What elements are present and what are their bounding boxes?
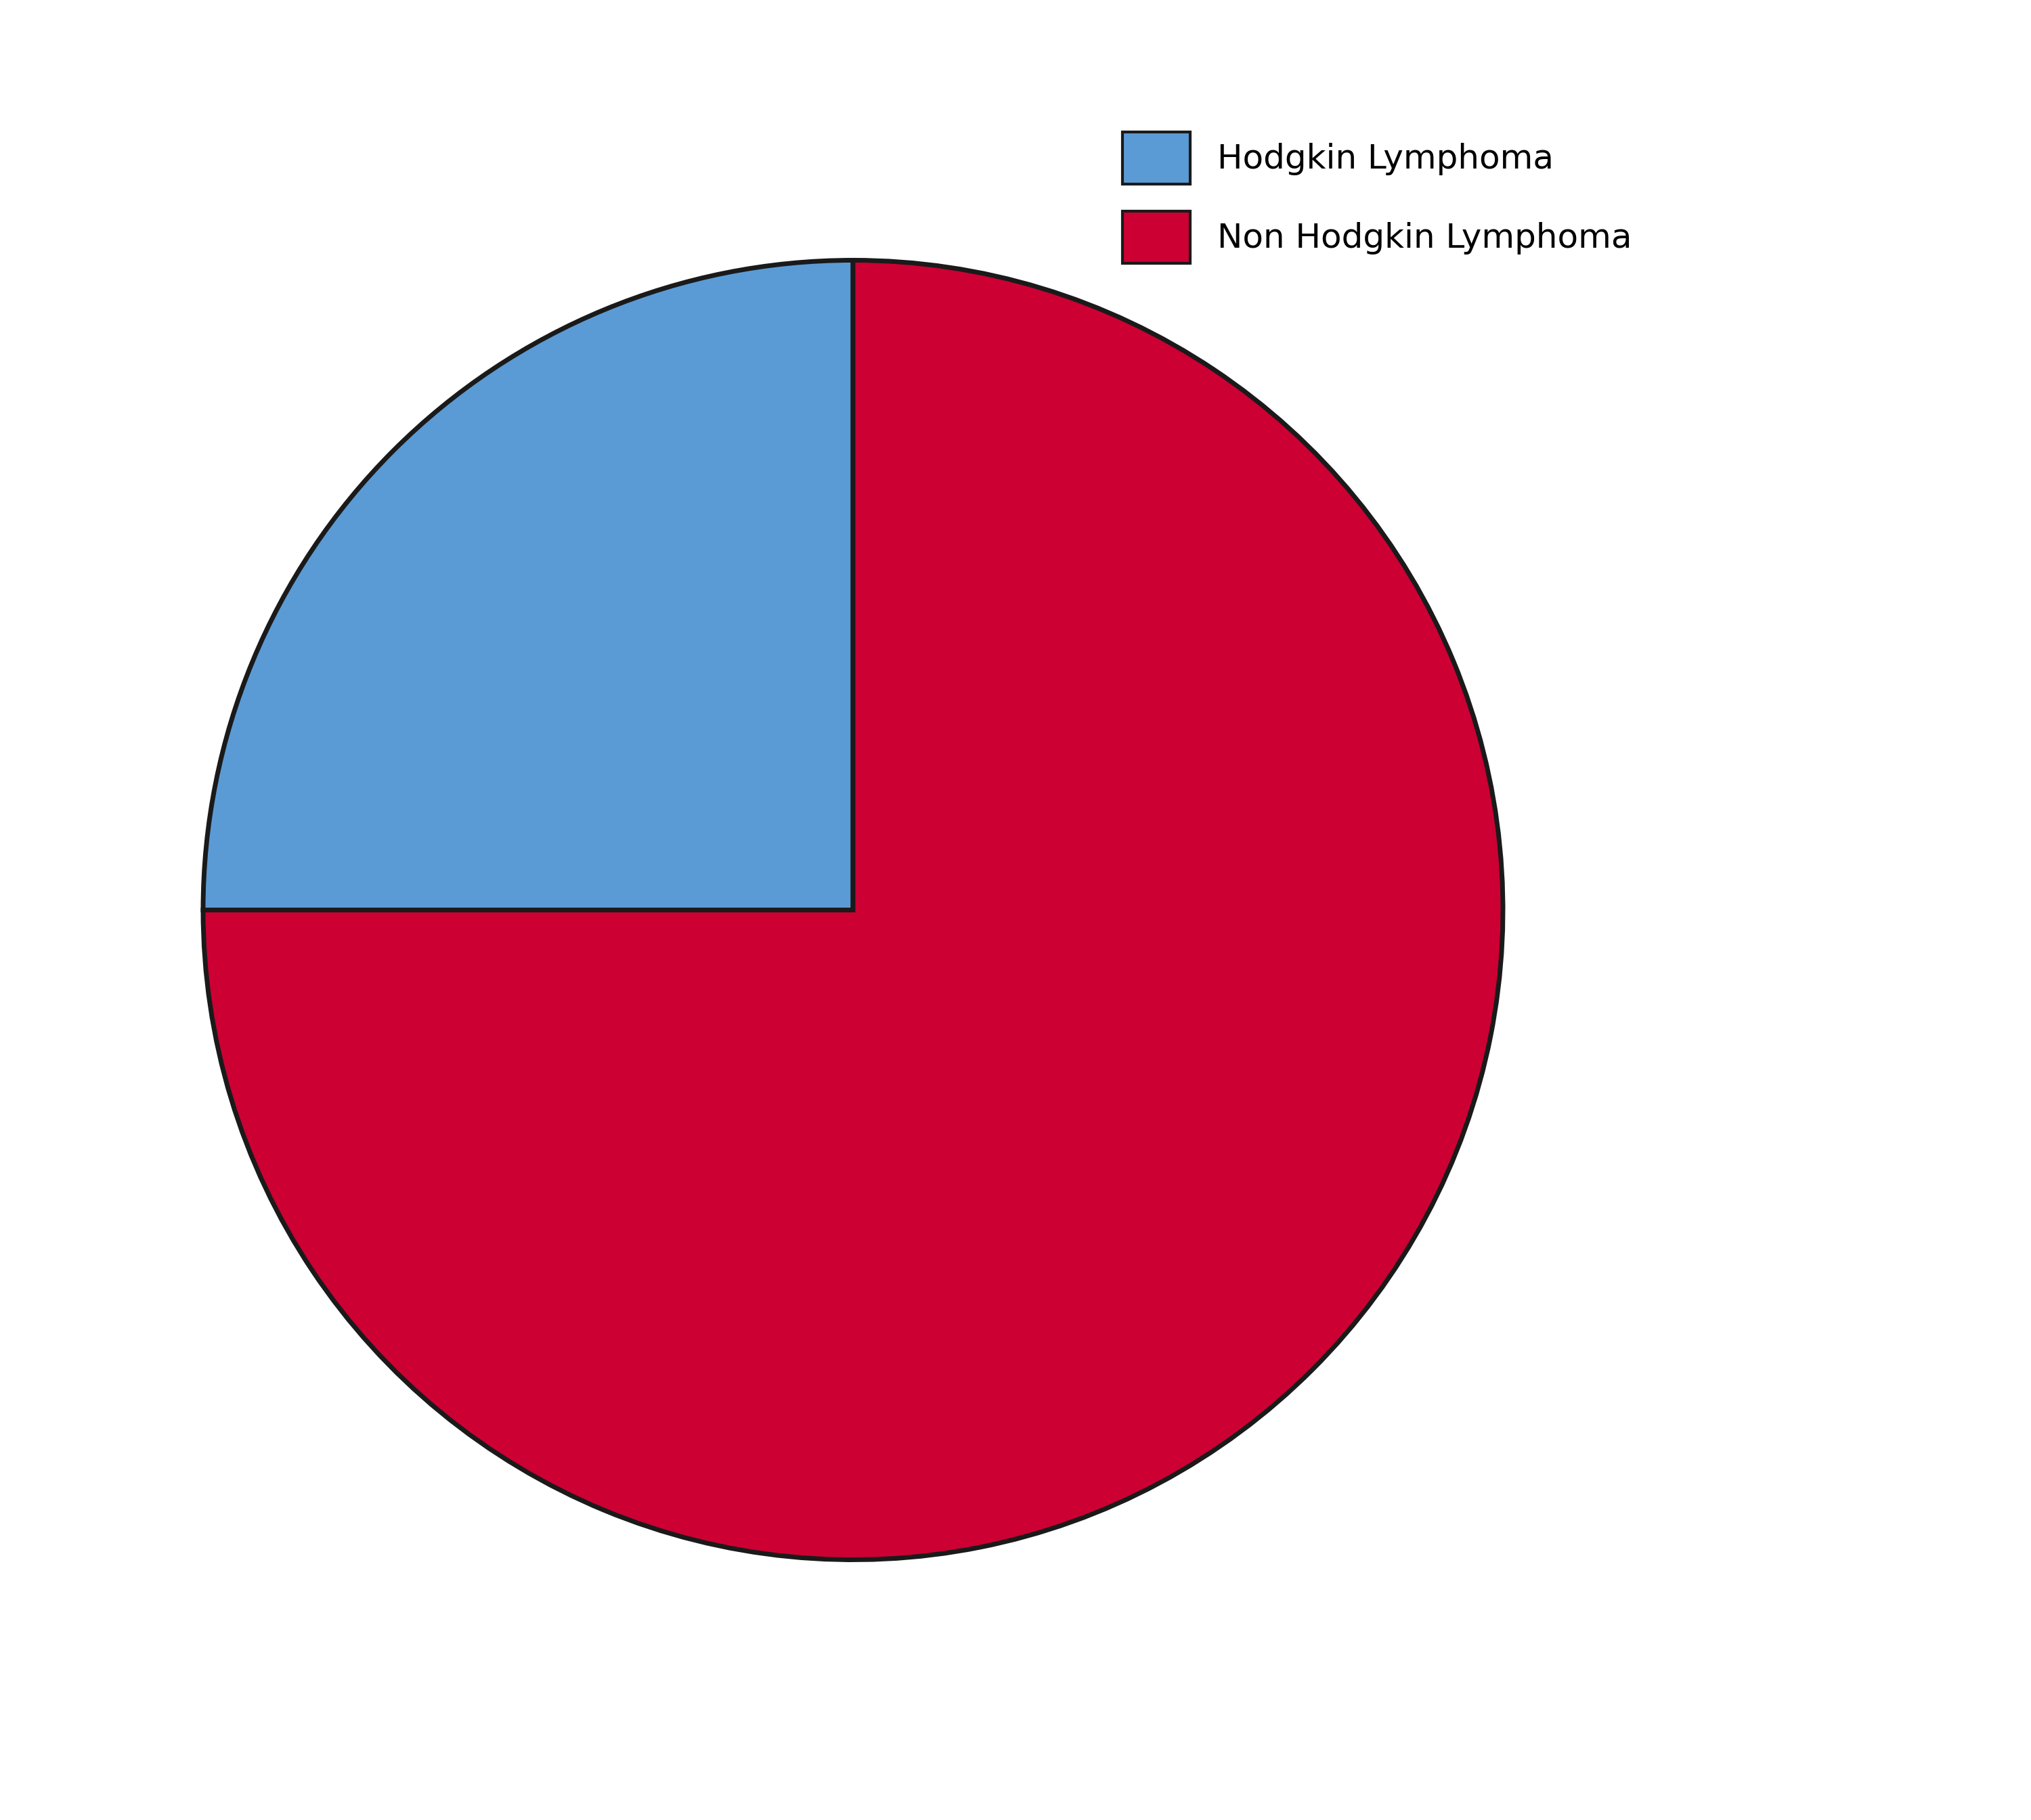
Legend: Hodgkin Lymphoma, Non Hodgkin Lymphoma: Hodgkin Lymphoma, Non Hodgkin Lymphoma (1105, 115, 1649, 280)
Wedge shape (203, 260, 1503, 1560)
Wedge shape (203, 260, 853, 910)
